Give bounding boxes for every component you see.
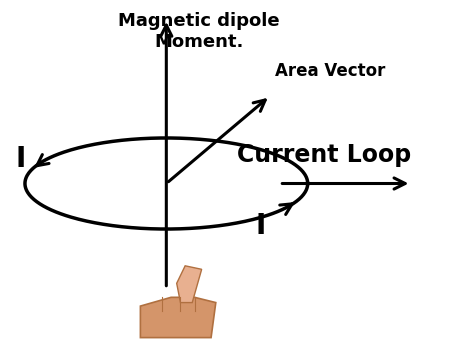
Text: Current Loop: Current Loop [237,143,411,167]
Polygon shape [140,297,216,337]
Text: I: I [255,211,266,240]
Text: Magnetic dipole
Moment.: Magnetic dipole Moment. [118,12,280,51]
Text: I: I [15,145,26,173]
Polygon shape [177,266,201,303]
Text: Area Vector: Area Vector [275,62,385,80]
